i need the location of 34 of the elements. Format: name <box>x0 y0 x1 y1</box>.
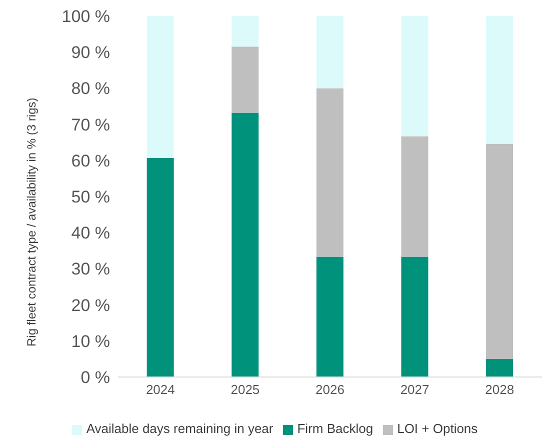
bar <box>232 16 259 47</box>
bar <box>401 256 428 377</box>
bar <box>146 158 174 377</box>
bar <box>232 46 259 113</box>
bar <box>146 16 174 158</box>
bar <box>401 16 428 136</box>
y-tick-label: 0 % <box>80 368 110 388</box>
y-tick-label: 90 % <box>71 43 110 62</box>
y-axis-title: Rig fleet contract type / availability in % (3 rigs) <box>24 98 38 346</box>
x-tick-label: 2025 <box>230 382 260 398</box>
legend-label: LOI + Options <box>397 421 478 436</box>
x-tick-label: 2028 <box>485 382 514 398</box>
x-tick-label: 2024 <box>146 382 175 398</box>
bar <box>316 16 344 88</box>
y-tick-label: 60 % <box>71 151 110 170</box>
x-tick-label: 2027 <box>400 382 430 398</box>
y-tick-label: 80 % <box>71 79 110 98</box>
bar <box>486 16 514 144</box>
y-tick-label: 100 % <box>62 7 110 26</box>
y-tick-label: 30 % <box>71 260 110 279</box>
bar <box>232 112 259 377</box>
y-tick-label: 10 % <box>71 332 110 351</box>
legend-label: Available days remaining in year <box>86 421 274 436</box>
y-tick-label: 50 % <box>71 188 110 207</box>
bar <box>486 144 514 359</box>
bar <box>401 136 428 257</box>
bar <box>486 358 514 377</box>
y-tick-label: 70 % <box>71 115 110 134</box>
y-tick-label: 40 % <box>71 224 110 243</box>
bar <box>316 88 344 257</box>
bar <box>316 256 344 377</box>
y-tick-label: 20 % <box>71 296 110 315</box>
legend-label: Firm Backlog <box>297 421 374 436</box>
x-tick-label: 2026 <box>316 382 344 398</box>
